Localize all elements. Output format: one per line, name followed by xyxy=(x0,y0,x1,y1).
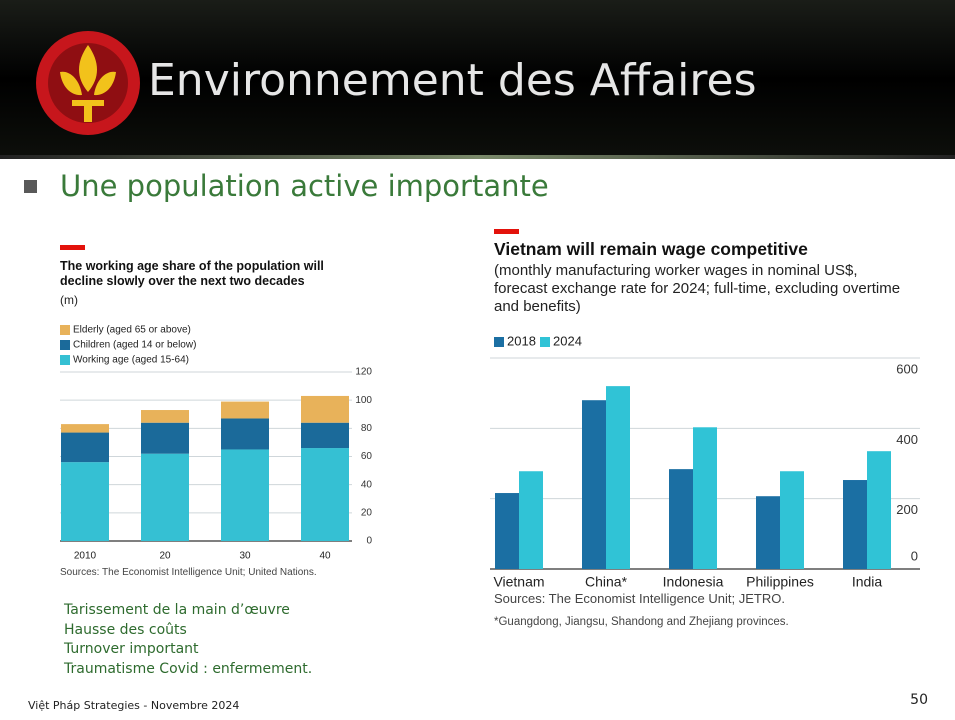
chart-subtitle: (m) xyxy=(60,293,78,307)
heading: Une population active importante xyxy=(60,169,549,203)
legend-swatch xyxy=(540,337,550,347)
chart-source: Sources: The Economist Intelligence Unit… xyxy=(60,567,317,578)
bar-segment xyxy=(301,395,349,423)
x-tick-label: Philippines xyxy=(746,574,814,590)
bar xyxy=(867,451,891,569)
bar-segment xyxy=(221,401,269,419)
y-tick-label: 20 xyxy=(361,507,373,518)
notes: Tarissement de la main d’œuvre Hausse des… xyxy=(64,601,312,679)
legend-label: 2018 xyxy=(507,333,536,348)
bar xyxy=(843,480,867,569)
x-tick-label: Indonesia xyxy=(663,574,724,590)
chart-note: *Guangdong, Jiangsu, Shandong and Zhejia… xyxy=(494,616,789,628)
chart-subtitle: (monthly manufacturing worker wages in n… xyxy=(494,262,901,315)
chart-title: Vietnam will remain wage competitive xyxy=(494,239,808,259)
note-line: Tarissement de la main d’œuvre xyxy=(64,602,290,618)
bar xyxy=(756,496,780,569)
y-tick-label: 200 xyxy=(896,502,918,517)
x-tick-label: 2010 xyxy=(74,551,97,562)
bar-segment xyxy=(221,449,269,541)
legend-swatch xyxy=(494,337,504,347)
note-line: Hausse des coûts xyxy=(64,621,187,638)
bar xyxy=(693,427,717,569)
legend-swatch xyxy=(60,325,70,335)
x-tick-label: India xyxy=(852,574,883,590)
note-line: Traumatisme Covid : enfermement. xyxy=(64,660,313,677)
bar-segment xyxy=(221,418,269,450)
bar-segment xyxy=(301,448,349,541)
bar-segment xyxy=(61,432,109,463)
bullet xyxy=(24,180,37,193)
bar xyxy=(669,469,693,569)
bar-segment xyxy=(301,422,349,449)
y-tick-label: 0 xyxy=(911,548,918,563)
bar xyxy=(780,471,804,569)
legend-swatch xyxy=(60,355,70,365)
x-tick-label: 20 xyxy=(159,551,171,562)
bar xyxy=(582,400,606,569)
y-tick-label: 400 xyxy=(896,432,918,447)
y-tick-label: 80 xyxy=(361,423,373,434)
y-tick-label: 100 xyxy=(355,395,372,406)
bar-segment xyxy=(61,424,109,433)
red-tag xyxy=(60,245,85,250)
header-edge xyxy=(0,155,955,159)
legend-label: Elderly (aged 65 or above) xyxy=(73,325,191,336)
page-number: 50 xyxy=(910,692,928,708)
footer: Việt Pháp Strategies - Novembre 2024 xyxy=(28,699,239,712)
x-tick-label: China* xyxy=(585,574,628,590)
logo xyxy=(36,31,140,135)
header-band xyxy=(0,0,955,158)
bar-segment xyxy=(141,422,189,454)
chart-source: Sources: The Economist Intelligence Unit… xyxy=(494,591,785,606)
x-tick-label: Vietnam xyxy=(493,574,544,590)
y-tick-label: 40 xyxy=(361,479,373,490)
bar xyxy=(495,493,519,569)
legend-swatch xyxy=(60,340,70,350)
y-tick-label: 60 xyxy=(361,451,373,462)
bar xyxy=(606,386,630,569)
bar xyxy=(519,471,543,569)
x-tick-label: 30 xyxy=(239,551,251,562)
bar-segment xyxy=(141,410,189,423)
red-tag xyxy=(494,229,519,234)
chart-title: The working age share of the population … xyxy=(60,259,324,288)
legend-label: Working age (aged 15-64) xyxy=(73,355,189,366)
legend-label: Children (aged 14 or below) xyxy=(73,340,196,351)
slide-title: Environnement des Affaires xyxy=(148,55,757,106)
legend-label: 2024 xyxy=(553,333,582,348)
y-tick-label: 600 xyxy=(896,361,918,376)
bar-segment xyxy=(61,462,109,541)
y-tick-label: 0 xyxy=(366,536,372,547)
y-tick-label: 120 xyxy=(355,367,372,378)
bar-segment xyxy=(141,453,189,541)
x-tick-label: 40 xyxy=(319,551,331,562)
note-line: Turnover important xyxy=(64,641,199,657)
